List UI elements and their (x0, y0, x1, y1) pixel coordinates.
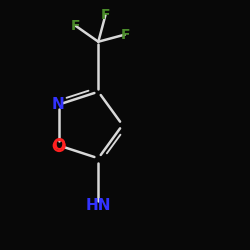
Text: HN: HN (86, 198, 111, 213)
Text: F: F (101, 8, 111, 22)
Text: O: O (53, 138, 66, 153)
Text: F: F (121, 28, 130, 42)
Text: F: F (70, 19, 80, 33)
Text: N: N (52, 97, 64, 112)
